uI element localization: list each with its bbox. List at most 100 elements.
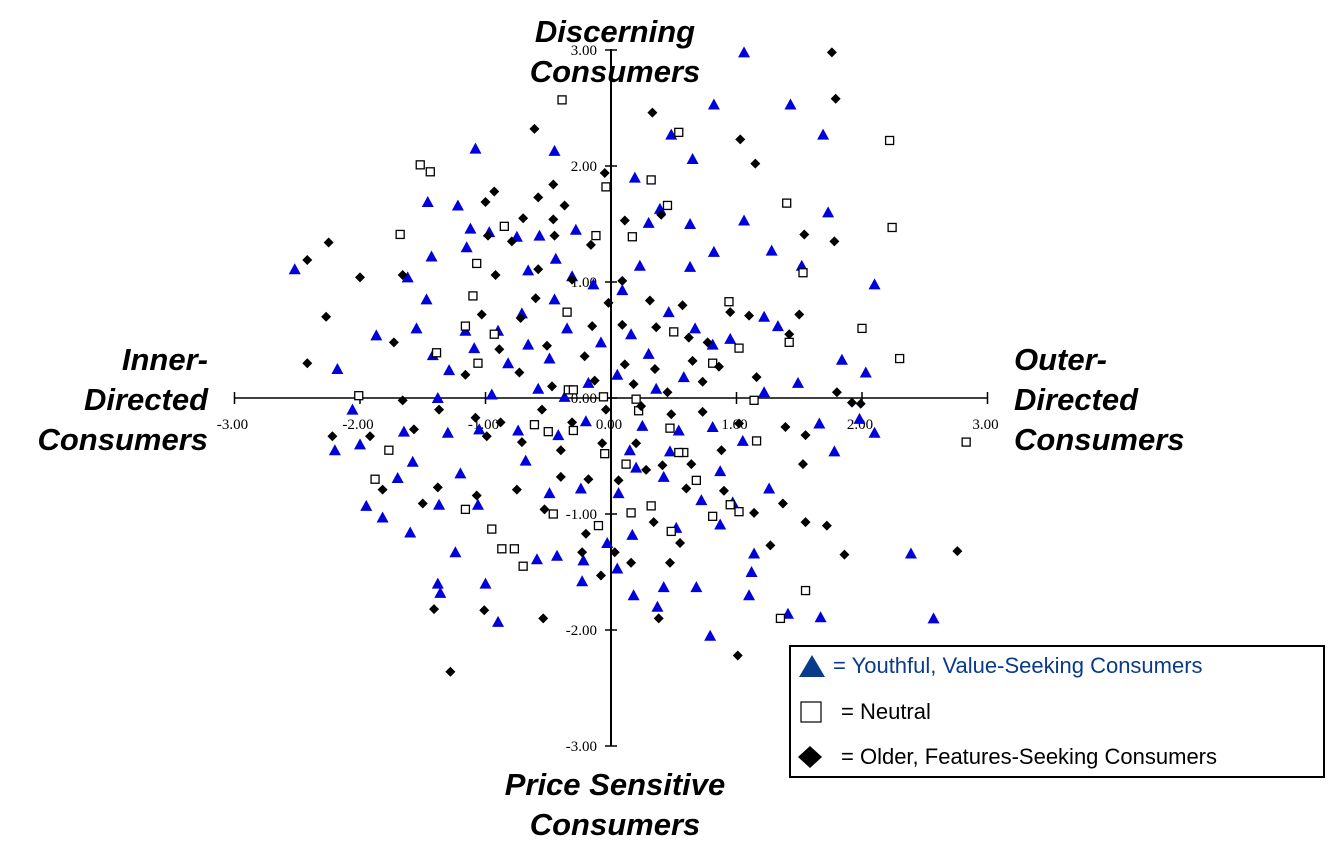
square-point (468, 291, 478, 301)
square-point (415, 160, 425, 170)
diamond-point (533, 192, 544, 203)
triangle-point (630, 461, 643, 473)
triangle-point (642, 216, 655, 228)
diamond-point (470, 412, 481, 423)
diamond-point (599, 167, 610, 178)
square-point (725, 500, 735, 510)
triangle-point (784, 98, 797, 110)
diamond-point (506, 236, 517, 247)
diamond-point (481, 431, 492, 442)
square-point (895, 353, 905, 364)
triangle-point (651, 600, 664, 612)
diamond-point (681, 483, 692, 494)
triangle-point (904, 547, 917, 559)
triangle-point (443, 364, 456, 376)
y-axis-ticks: 3.002.001.000.00-1.00-2.00-3.00 (566, 43, 617, 755)
diamond-point (617, 319, 628, 330)
diamond-point (495, 417, 506, 428)
square-point (472, 258, 482, 269)
diamond-point (489, 186, 500, 197)
triangle-point (425, 250, 438, 262)
diamond-point (653, 613, 664, 624)
square-point (662, 200, 673, 211)
square-point (708, 358, 718, 368)
square-point (499, 221, 509, 231)
diamond-point (585, 239, 596, 250)
triangle-point (868, 426, 881, 438)
square-point (395, 229, 405, 240)
triangle-point (558, 390, 571, 402)
triangle-point (763, 482, 776, 494)
square-point (782, 198, 792, 208)
diamond-point (617, 275, 628, 286)
square-point (489, 329, 499, 339)
diamond-point (647, 107, 658, 118)
triangle-point (331, 363, 344, 374)
triangle-point (657, 470, 670, 482)
diamond-point (735, 134, 746, 145)
legend-item-youthful: = Youthful, Value-Seeking Consumers (797, 653, 1203, 679)
diamond-point (529, 123, 540, 134)
square-point (691, 475, 701, 486)
triangle-point (695, 494, 708, 506)
triangle-point (346, 403, 359, 415)
triangle-point (376, 511, 389, 523)
triangle-point (533, 229, 546, 241)
diamond-point (800, 430, 811, 441)
square-point (568, 425, 578, 436)
diamond-point (765, 540, 776, 551)
diamond-point (697, 406, 708, 417)
diamond-point (829, 236, 840, 247)
diamond-point (479, 605, 490, 616)
diamond-point (619, 215, 630, 226)
y-tick-label: -3.00 (566, 739, 597, 755)
diamond-point (821, 520, 832, 531)
triangle-point (677, 371, 690, 383)
square-point (425, 167, 435, 177)
diamond-point (589, 375, 600, 386)
triangle-point (672, 424, 685, 436)
diamond-point (839, 549, 850, 560)
legend-item-older: = Older, Features-Seeking Consumers (797, 744, 1217, 770)
triangle-point (813, 417, 826, 429)
square-point (884, 135, 895, 146)
triangle-point (519, 454, 532, 466)
triangle-point (758, 310, 771, 322)
triangle-point (449, 546, 462, 558)
triangle-point (401, 271, 414, 283)
square-point (734, 343, 744, 353)
triangle-point (512, 424, 525, 436)
diamond-point (628, 379, 639, 390)
diamond-point (579, 351, 590, 362)
diamond-point (483, 230, 494, 241)
triangle-point (485, 388, 498, 400)
triangle-point (689, 322, 702, 334)
diamond-point (677, 300, 688, 311)
square-point (669, 327, 679, 337)
diamond-point (595, 570, 606, 581)
diamond-point (675, 538, 686, 548)
triangle-point (522, 264, 535, 276)
square-point (562, 307, 572, 317)
diamond-point (434, 404, 445, 415)
label-outer-directed-consumers: Outer- Directed Consumers (1014, 342, 1185, 457)
diamond-point (476, 309, 487, 320)
triangle-point (616, 284, 629, 296)
square-point (497, 544, 507, 554)
triangle-point (765, 244, 778, 256)
diamond-point (666, 409, 677, 420)
triangle-point (522, 338, 535, 350)
triangle-point (684, 260, 697, 272)
triangle-point (758, 386, 771, 398)
diamond-point (460, 369, 471, 380)
x-tick-label: 1.00 (721, 417, 747, 433)
triangle-point (288, 263, 301, 275)
legend-label-older: = Older, Features-Seeking Consumers (841, 744, 1218, 769)
diamond-point (397, 270, 408, 281)
diamond-point (631, 438, 642, 449)
square-point (557, 95, 567, 105)
triangle-point (612, 487, 625, 499)
triangle-point (431, 392, 444, 403)
triangle-point (549, 252, 562, 264)
diamond-point (597, 438, 608, 449)
